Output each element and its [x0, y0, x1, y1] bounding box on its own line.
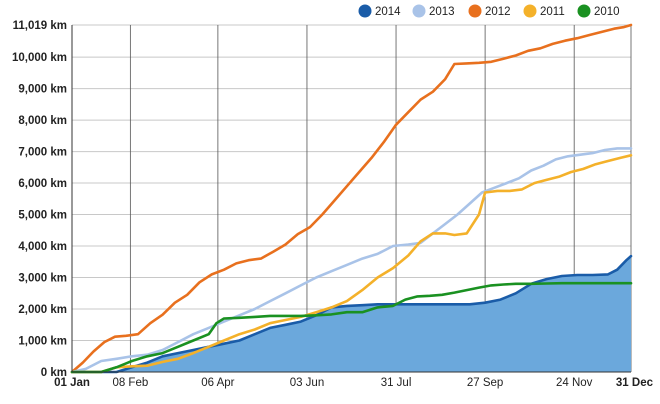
x-tick-label: 31 Dec — [616, 377, 654, 389]
legend: 2014 2013 2012 2011 2010 — [358, 4, 620, 19]
legend-swatch-2012 — [468, 4, 482, 18]
series-layer — [70, 23, 633, 374]
y-tick-label: 8,000 km — [18, 115, 67, 127]
y-tick-label: 6,000 km — [18, 178, 67, 190]
x-tick-label: 06 Apr — [201, 377, 234, 389]
legend-label-2014: 2014 — [375, 6, 401, 18]
x-tick-label: 08 Feb — [112, 377, 148, 389]
legend-swatch-2011 — [523, 4, 537, 18]
x-tick-label: 01 Jan — [54, 377, 90, 389]
x-tick-label: 31 Jul — [381, 377, 412, 389]
y-tick-label: 2,000 km — [18, 304, 67, 316]
y-tick-label: 11,019 km — [13, 20, 67, 32]
x-tick-label: 24 Nov — [556, 377, 593, 389]
series-line-2011 — [70, 154, 633, 374]
y-tick-label: 10,000 km — [12, 52, 67, 64]
legend-item-2012[interactable]: 2012 — [468, 4, 511, 19]
legend-item-2013[interactable]: 2013 — [412, 4, 455, 19]
legend-swatch-2014 — [358, 4, 372, 18]
legend-item-2014[interactable]: 2014 — [358, 4, 402, 19]
legend-label-2013: 2013 — [429, 6, 455, 18]
series-line-2010 — [70, 281, 633, 374]
y-tick-label: 1,000 km — [18, 336, 67, 348]
y-tick-label: 7,000 km — [18, 147, 67, 159]
series-line-2013 — [70, 147, 633, 374]
series-area-2014 — [72, 256, 631, 372]
legend-swatch-2010 — [577, 4, 591, 18]
y-tick-label: 4,000 km — [18, 241, 67, 253]
series-line-2012 — [70, 23, 633, 374]
series-line-2014 — [70, 254, 633, 374]
legend-swatch-2013 — [412, 4, 426, 18]
axes: 0 km 1,000 km 2,000 km 3,000 km 4,000 km 5,00… — [12, 20, 654, 389]
x-tick-label: 27 Sep — [467, 377, 503, 389]
y-tick-label: 5,000 km — [18, 210, 67, 222]
y-tick-label: 9,000 km — [18, 84, 67, 96]
legend-label-2012: 2012 — [485, 6, 511, 18]
legend-item-2010[interactable]: 2010 — [577, 4, 620, 19]
legend-label-2011: 2011 — [540, 6, 565, 18]
y-tick-label: 3,000 km — [18, 273, 67, 285]
legend-label-2010: 2010 — [594, 6, 620, 18]
y-tick-label: 0 km — [41, 367, 67, 379]
legend-item-2011[interactable]: 2011 — [523, 4, 565, 19]
x-tick-label: 03 Jun — [290, 377, 325, 389]
